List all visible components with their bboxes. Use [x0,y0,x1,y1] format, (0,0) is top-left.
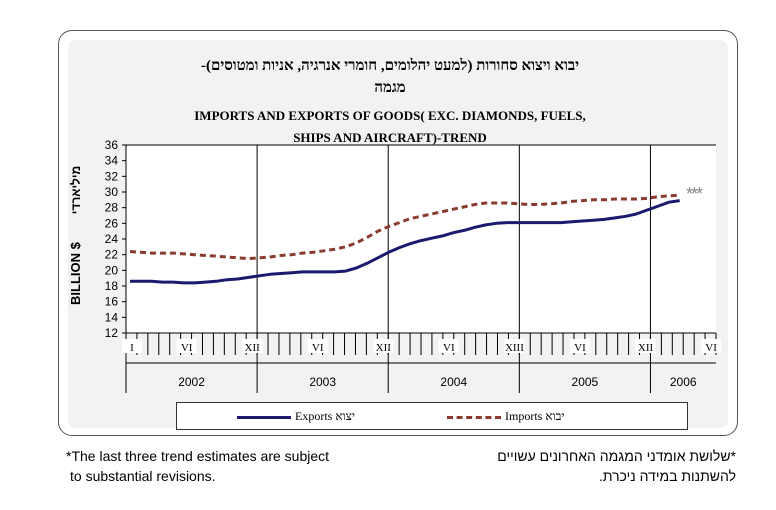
month-label-bg [504,339,525,353]
y-tick-label: 32 [105,169,119,183]
chart-title-english-line1: IMPORTS AND EXPORTS OF GOODS( EXC. DIAMO… [194,108,586,123]
footnote-hebrew: *שלושת אומדני המגמה האחרונים עשויים להשת… [497,446,736,486]
month-label-bg [242,339,263,353]
month-label: XIII [505,342,524,354]
month-label-bg [701,339,722,353]
legend-label-imports: Imports יבוא [505,409,565,423]
month-label-bg [307,339,328,353]
legend-swatch-exports [237,415,291,419]
year-label: 2006 [670,375,697,389]
legend-item-imports: Imports יבוא [447,409,565,424]
month-label: VI [574,342,586,354]
month-label: I [130,342,134,354]
y-tick-label: 16 [105,295,119,309]
month-label: VI [443,342,455,354]
month-label: XII [376,342,392,354]
footnote-english-line2: to substantial revisions. [70,468,216,484]
month-label: VI [705,342,717,354]
year-label: 2005 [572,375,599,389]
legend-swatch-imports [447,415,501,419]
y-tick-label: 12 [105,326,119,340]
y-tick-label: 30 [105,185,119,199]
footnote-english: *The last three trend estimates are subj… [66,446,329,486]
footnote-hebrew-line2: להשתנות במידה ניכרת. [598,468,736,484]
month-label-bg [373,339,394,353]
exports-line [130,199,680,285]
y-tick-label: 22 [105,248,119,262]
legend-item-exports: Exports יצוא [237,409,355,424]
legend-label-exports: Exports יצוא [295,409,356,423]
y-axis-label: BILLION $ [68,241,83,305]
y-tick-label: 20 [105,263,119,277]
y-tick-label: 34 [105,154,119,168]
revision-asterisks: *** [686,184,703,204]
y-tick-label: 28 [105,201,119,215]
footnote-english-line1: *The last three trend estimates are subj… [66,448,330,464]
y-tick-label: 24 [105,232,119,246]
month-label-bg [635,339,656,353]
month-label-bg [569,339,590,353]
month-label-bg [176,339,197,353]
plot-area [126,145,716,333]
chart-title-english-line2: SHIPS AND AIRCRAFT)-TREND [293,130,487,145]
y-tick-label: 36 [105,138,119,152]
month-label-bg [122,339,142,353]
y-tick-label: 14 [105,310,119,324]
chart-title-hebrew-line2: מגמה [374,80,406,96]
month-label-bg [438,339,459,353]
chart-legend: Exports יצוא Imports יבוא [176,402,688,430]
y-tick-label: 18 [105,279,119,293]
year-label: 2002 [178,375,205,389]
month-label: VI [181,342,193,354]
month-label: VI [312,342,324,354]
y-tick-label: 26 [105,216,119,230]
footnote-hebrew-line1: *שלושת אומדני המגמה האחרונים עשויים [497,448,736,464]
year-label: 2004 [440,375,467,389]
y-axis-label-hebrew: מיליארדי [69,166,83,215]
month-label: XII [245,342,261,354]
imports-line [129,193,680,261]
year-label: 2003 [309,375,336,389]
chart-title-hebrew-line1: יבוא ויצוא סחורות (למעט יהלומים, חומרי א… [200,58,580,74]
month-label: XII [638,342,654,354]
